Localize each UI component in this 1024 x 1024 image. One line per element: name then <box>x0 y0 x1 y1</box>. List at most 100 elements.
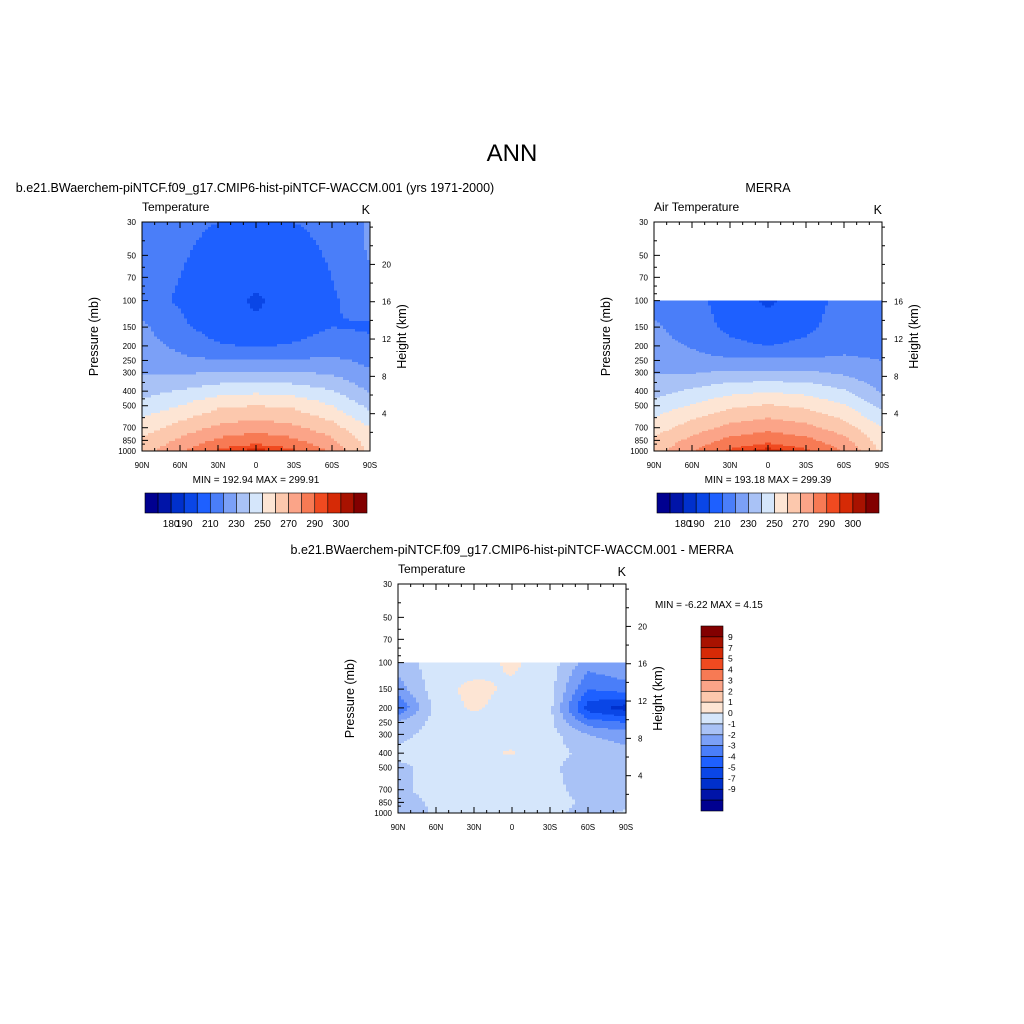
field-cell <box>184 319 187 322</box>
field-cell <box>220 339 223 342</box>
field-cell <box>166 342 169 345</box>
field-cell <box>145 245 148 248</box>
field-cell <box>262 265 265 268</box>
field-cell <box>259 334 262 337</box>
field-cell <box>193 235 196 238</box>
field-cell <box>256 331 259 334</box>
field-cell <box>250 303 253 306</box>
field-cell <box>166 288 169 291</box>
field-cell <box>322 342 325 345</box>
field-cell <box>193 270 196 273</box>
field-cell <box>232 258 235 261</box>
field-cell <box>304 321 307 324</box>
field-cell <box>145 362 148 365</box>
field-cell <box>340 367 343 370</box>
field-cell <box>277 273 280 276</box>
field-cell <box>226 250 229 253</box>
field-cell <box>220 357 223 360</box>
field-cell <box>322 232 325 235</box>
field-cell <box>253 293 256 296</box>
field-cell <box>148 268 151 271</box>
field-cell <box>334 314 337 317</box>
field-cell <box>250 370 253 373</box>
field-cell <box>247 337 250 340</box>
field-cell <box>253 273 256 276</box>
field-cell <box>334 293 337 296</box>
field-cell <box>154 385 157 388</box>
field-cell <box>214 326 217 329</box>
field-cell <box>340 298 343 301</box>
field-cell <box>325 319 328 322</box>
field-cell <box>277 275 280 278</box>
field-cell <box>331 352 334 355</box>
field-cell <box>274 367 277 370</box>
field-cell <box>250 270 253 273</box>
field-cell <box>247 364 250 367</box>
field-cell <box>292 230 295 233</box>
field-cell <box>178 349 181 352</box>
field-cell <box>337 329 340 332</box>
field-cell <box>199 326 202 329</box>
field-cell <box>274 339 277 342</box>
field-cell <box>301 364 304 367</box>
field-cell <box>214 286 217 289</box>
field-cell <box>229 278 232 281</box>
field-cell <box>256 237 259 240</box>
field-cell <box>334 298 337 301</box>
field-cell <box>292 283 295 286</box>
field-cell <box>250 263 253 266</box>
field-cell <box>175 306 178 309</box>
field-cell <box>277 255 280 258</box>
field-cell <box>160 321 163 324</box>
field-cell <box>322 293 325 296</box>
field-cell <box>301 377 304 380</box>
field-cell <box>238 283 241 286</box>
field-cell <box>262 359 265 362</box>
field-cell <box>142 329 145 332</box>
field-cell <box>343 283 346 286</box>
field-cell <box>277 288 280 291</box>
field-cell <box>214 334 217 337</box>
field-cell <box>214 339 217 342</box>
field-cell <box>166 268 169 271</box>
field-cell <box>325 291 328 294</box>
field-cell <box>262 347 265 350</box>
field-cell <box>202 316 205 319</box>
field-cell <box>250 339 253 342</box>
field-cell <box>205 357 208 360</box>
field-cell <box>283 227 286 230</box>
field-cell <box>262 235 265 238</box>
field-cell <box>355 321 358 324</box>
field-cell <box>364 227 367 230</box>
field-cell <box>142 258 145 261</box>
field-cell <box>352 253 355 256</box>
field-cell <box>352 247 355 250</box>
field-cell <box>316 352 319 355</box>
field-cell <box>328 288 331 291</box>
field-cell <box>199 293 202 296</box>
field-cell <box>322 273 325 276</box>
field-cell <box>322 367 325 370</box>
field-cell <box>295 364 298 367</box>
field-cell <box>196 232 199 235</box>
field-cell <box>322 377 325 380</box>
field-cell <box>217 342 220 345</box>
field-cell <box>301 273 304 276</box>
field-cell <box>313 255 316 258</box>
field-cell <box>364 314 367 317</box>
field-cell <box>325 306 328 309</box>
field-cell <box>349 329 352 332</box>
field-cell <box>262 247 265 250</box>
field-cell <box>145 314 148 317</box>
field-cell <box>364 349 367 352</box>
field-cell <box>247 342 250 345</box>
field-cell <box>271 293 274 296</box>
field-cell <box>331 286 334 289</box>
field-cell <box>256 311 259 314</box>
field-cell <box>154 352 157 355</box>
field-cell <box>331 326 334 329</box>
field-cell <box>334 247 337 250</box>
field-cell <box>223 268 226 271</box>
field-cell <box>205 245 208 248</box>
field-cell <box>298 275 301 278</box>
